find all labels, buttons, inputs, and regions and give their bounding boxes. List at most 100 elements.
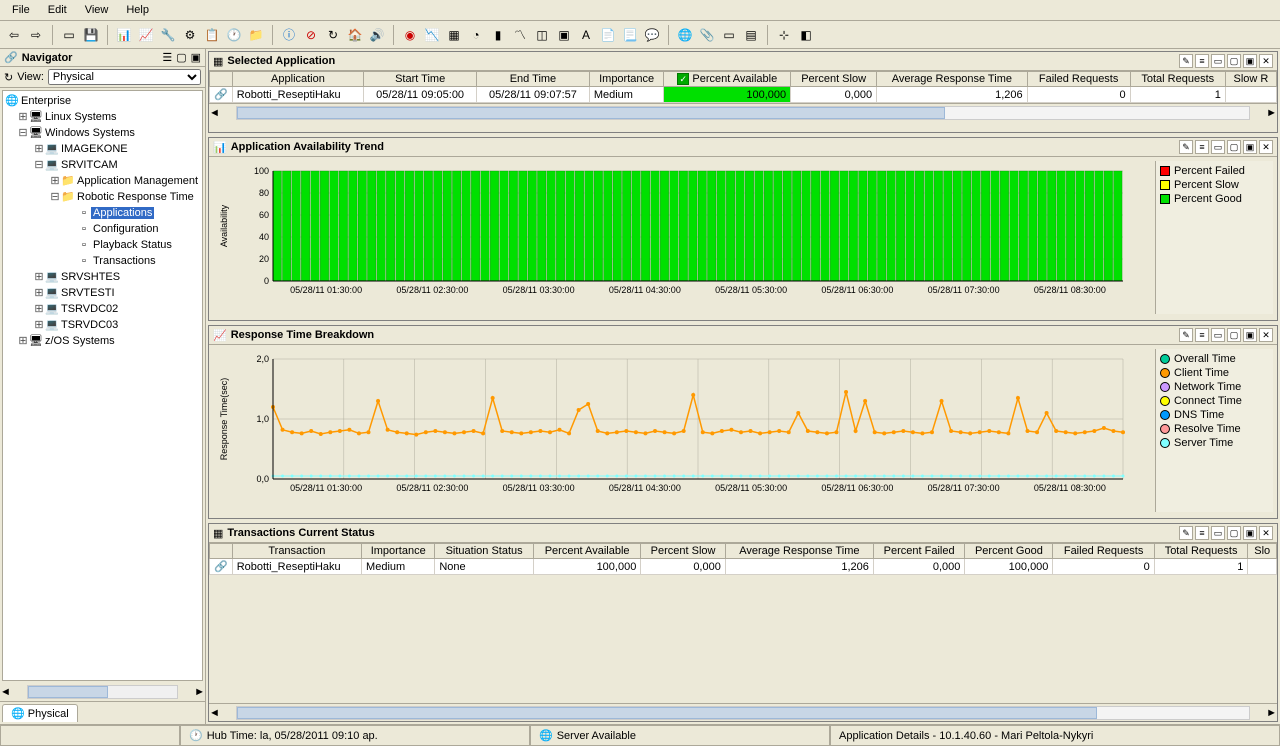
tool-icon[interactable]: ⚙ (180, 25, 200, 45)
tree-tsrvdc03[interactable]: TSRVDC03 (59, 319, 120, 331)
table-header-row: ApplicationStart TimeEnd TimeImportance … (210, 72, 1277, 87)
max-icon[interactable]: ▢ (1227, 54, 1241, 68)
chevron-icon[interactable]: ≡ (1195, 526, 1209, 540)
nav-ctrl-icon[interactable]: ▢ (176, 51, 186, 64)
restore-icon[interactable]: ▣ (1243, 328, 1257, 342)
chart-icon[interactable]: ▣ (554, 25, 574, 45)
new-window-icon[interactable]: ▭ (59, 25, 79, 45)
tree-windows[interactable]: Windows Systems (43, 127, 137, 139)
nav-tree[interactable]: 🌐Enterprise ⊞🖥Linux Systems ⊟🖥Windows Sy… (2, 90, 203, 681)
svg-text:05/28/11 05:30:00: 05/28/11 05:30:00 (715, 285, 787, 295)
table-row[interactable]: 🔗 Robotti_ReseptiHaku Medium None 100,00… (210, 559, 1277, 575)
tree-configuration[interactable]: Configuration (91, 223, 160, 235)
edit-icon[interactable]: ✎ (1179, 140, 1193, 154)
clip-icon[interactable]: 📎 (697, 25, 717, 45)
info-icon[interactable]: ⓘ (279, 25, 299, 45)
misc-icon[interactable]: ◧ (796, 25, 816, 45)
tool-icon[interactable]: 📋 (202, 25, 222, 45)
nav-tab-physical[interactable]: 🌐 Physical (2, 704, 78, 722)
tool-icon[interactable]: 🔧 (158, 25, 178, 45)
tool-icon[interactable]: 📊 (114, 25, 134, 45)
tree-enterprise[interactable]: Enterprise (19, 95, 73, 107)
tree-playback[interactable]: Playback Status (91, 239, 174, 251)
win-icon[interactable]: ▭ (719, 25, 739, 45)
refresh-icon[interactable]: ↻ (4, 71, 13, 84)
close-icon[interactable]: ✕ (1259, 526, 1273, 540)
trans-status-title: Transactions Current Status (227, 527, 1175, 539)
max-icon[interactable]: ▢ (1227, 526, 1241, 540)
refresh-icon[interactable]: ↻ (323, 25, 343, 45)
pie-icon[interactable]: ◔ (466, 25, 486, 45)
max-icon[interactable]: ▢ (1227, 328, 1241, 342)
chevron-icon[interactable]: ≡ (1195, 54, 1209, 68)
sound-icon[interactable]: 🔊 (367, 25, 387, 45)
min-icon[interactable]: ▭ (1211, 526, 1225, 540)
edit-icon[interactable]: ✎ (1179, 54, 1193, 68)
tree-zos[interactable]: z/OS Systems (43, 335, 117, 347)
nav-ctrl-icon[interactable]: ☰ (162, 51, 172, 64)
chevron-icon[interactable]: ≡ (1195, 328, 1209, 342)
nav-hscroll[interactable]: ◄► (0, 683, 205, 701)
chart-icon[interactable]: ◉ (400, 25, 420, 45)
tree-srvitcam[interactable]: SRVITCAM (59, 159, 120, 171)
edit-icon[interactable]: ✎ (1179, 526, 1193, 540)
link-icon[interactable]: 🔗 (210, 87, 233, 103)
selected-app-grid[interactable]: ApplicationStart TimeEnd TimeImportance … (209, 71, 1277, 103)
edit-icon[interactable]: ✎ (1179, 328, 1193, 342)
nav-ctrl-icon[interactable]: ▣ (191, 51, 201, 64)
close-icon[interactable]: ✕ (1259, 140, 1273, 154)
tree-transactions[interactable]: Transactions (91, 255, 158, 267)
tree-tsrvdc02[interactable]: TSRVDC02 (59, 303, 120, 315)
menu-view[interactable]: View (77, 2, 117, 18)
trans-status-grid[interactable]: TransactionImportanceSituation StatusPer… (209, 543, 1277, 575)
tool-icon[interactable]: 📁 (246, 25, 266, 45)
close-icon[interactable]: ✕ (1259, 54, 1273, 68)
menu-help[interactable]: Help (118, 2, 157, 18)
tree-srvshtes[interactable]: SRVSHTES (59, 271, 122, 283)
menu-file[interactable]: File (4, 2, 38, 18)
chart-icon[interactable]: 📉 (422, 25, 442, 45)
forward-icon[interactable]: ⇨ (26, 25, 46, 45)
bar-icon[interactable]: ▮ (488, 25, 508, 45)
restore-icon[interactable]: ▣ (1243, 54, 1257, 68)
min-icon[interactable]: ▭ (1211, 328, 1225, 342)
tree-linux[interactable]: Linux Systems (43, 111, 119, 123)
toolbar: ⇦ ⇨ ▭ 💾 📊 📈 🔧 ⚙ 📋 🕐 📁 ⓘ ⊘ ↻ 🏠 🔊 ◉ 📉 ▦ ◔ … (0, 21, 1280, 49)
chat-icon[interactable]: 💬 (642, 25, 662, 45)
list-icon[interactable]: ▤ (741, 25, 761, 45)
stop-icon[interactable]: ⊘ (301, 25, 321, 45)
home-icon[interactable]: 🏠 (345, 25, 365, 45)
restore-icon[interactable]: ▣ (1243, 526, 1257, 540)
text-icon[interactable]: A (576, 25, 596, 45)
chevron-icon[interactable]: ≡ (1195, 140, 1209, 154)
chart-icon[interactable]: ◫ (532, 25, 552, 45)
tree-appmgmt[interactable]: Application Management (75, 175, 200, 187)
view-select[interactable]: Physical (48, 69, 201, 85)
min-icon[interactable]: ▭ (1211, 54, 1225, 68)
tree-srvtesti[interactable]: SRVTESTI (59, 287, 117, 299)
max-icon[interactable]: ▢ (1227, 140, 1241, 154)
legend-item: Server Time (1160, 437, 1269, 449)
doc-icon[interactable]: 📃 (620, 25, 640, 45)
min-icon[interactable]: ▭ (1211, 140, 1225, 154)
tool-icon[interactable]: 📈 (136, 25, 156, 45)
menu-edit[interactable]: Edit (40, 2, 75, 18)
chart-icon[interactable]: 〽 (510, 25, 530, 45)
doc-icon[interactable]: 📄 (598, 25, 618, 45)
tree-imagekone[interactable]: IMAGEKONE (59, 143, 130, 155)
svg-text:0,0: 0,0 (256, 474, 269, 484)
tree-rrt[interactable]: Robotic Response Time (75, 191, 196, 203)
table-icon[interactable]: ▦ (444, 25, 464, 45)
tool-icon[interactable]: 🕐 (224, 25, 244, 45)
tree-applications[interactable]: Applications (91, 207, 154, 219)
globe-icon[interactable]: 🌐 (675, 25, 695, 45)
tree-icon[interactable]: ⊹ (774, 25, 794, 45)
selected-app-hscroll[interactable]: ◄► (209, 103, 1277, 121)
restore-icon[interactable]: ▣ (1243, 140, 1257, 154)
back-icon[interactable]: ⇦ (4, 25, 24, 45)
table-row[interactable]: 🔗 Robotti_ReseptiHaku 05/28/11 09:05:00 … (210, 87, 1277, 103)
link-icon[interactable]: 🔗 (210, 559, 233, 575)
save-icon[interactable]: 💾 (81, 25, 101, 45)
close-icon[interactable]: ✕ (1259, 328, 1273, 342)
trans-status-hscroll[interactable]: ◄► (209, 703, 1277, 721)
